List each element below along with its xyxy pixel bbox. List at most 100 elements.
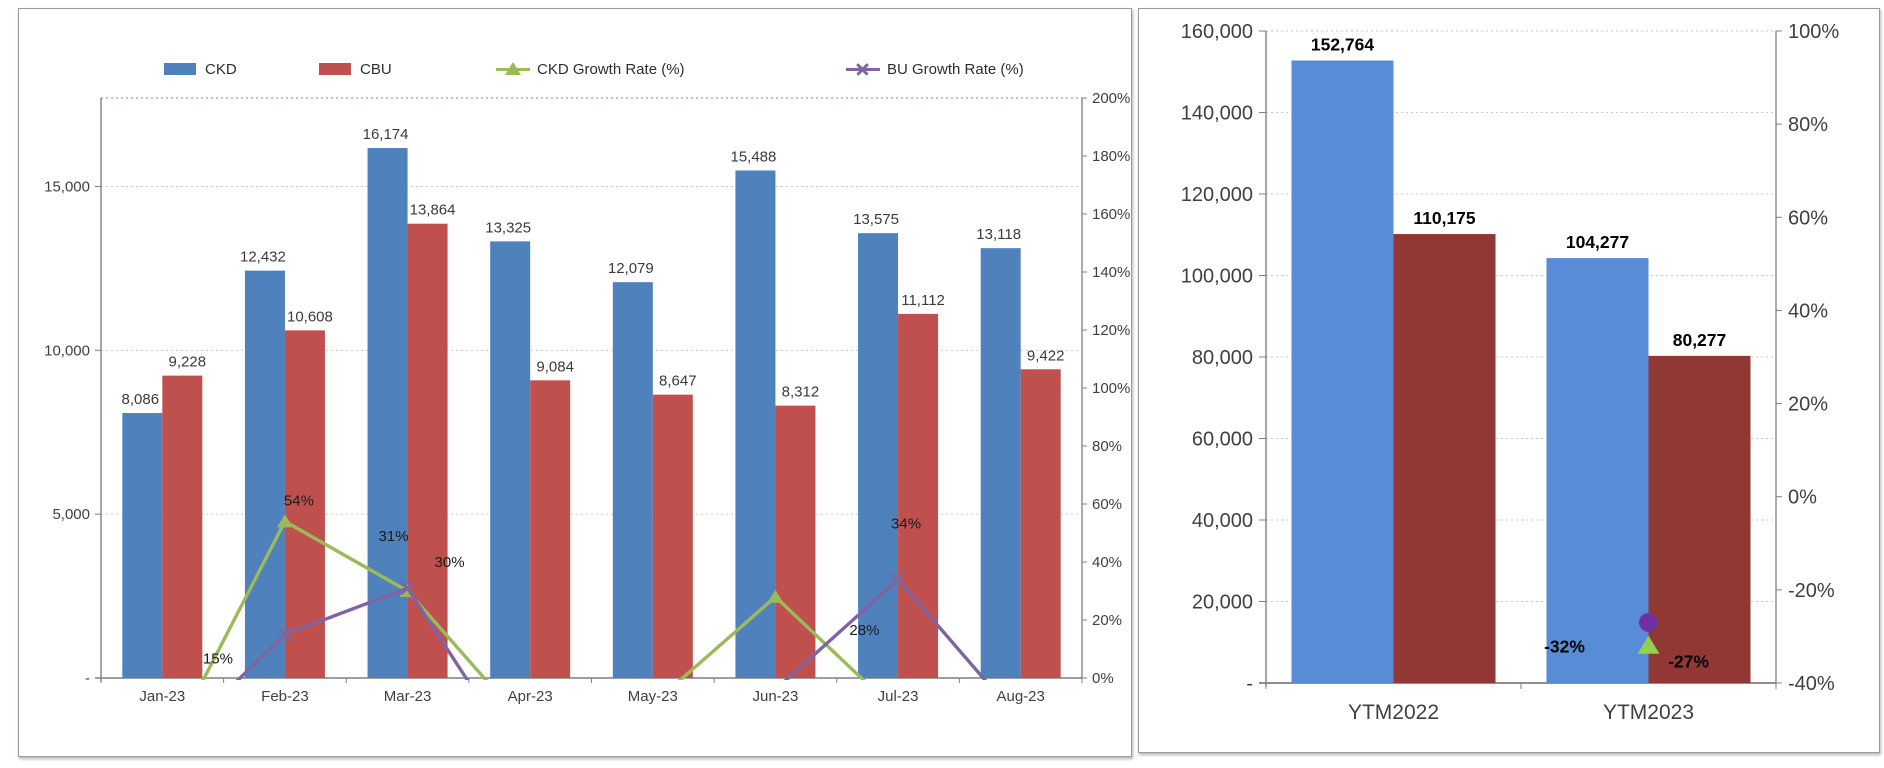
bar-label-ckd-feb-23: 12,432 xyxy=(240,249,286,266)
bar-label-cbu-ytm2023: 80,277 xyxy=(1673,330,1727,350)
bar-label-cbu-jun-23: 8,312 xyxy=(782,384,820,401)
growth-label--32-: -32% xyxy=(1544,637,1585,657)
secondary-axis-tick-label: 80% xyxy=(1788,114,1828,136)
bar-cbu-ytm2022 xyxy=(1393,234,1496,684)
ytd-comparison-chart: - 20,000 40,000 60,000 80,000 100,000 120,000 1… xyxy=(1181,21,1840,724)
bar-cbu-aug-23 xyxy=(1020,369,1061,678)
x-axis-label-jul-23: Jul-23 xyxy=(878,688,919,705)
bar-label-cbu-ytm2022: 110,175 xyxy=(1413,208,1476,228)
line-bu-growth-rate- xyxy=(235,577,988,680)
y-axis-tick-label: 10,000 xyxy=(44,342,90,359)
bar-cbu-jan-23 xyxy=(162,375,203,678)
bar-cbu-ytm2023 xyxy=(1648,355,1751,683)
secondary-axis-tick-label: 160% xyxy=(1092,206,1130,223)
bar-cbu-may-23 xyxy=(652,394,693,678)
x-axis-label-may-23: May-23 xyxy=(628,688,678,705)
ckd-bar-swatch-icon xyxy=(164,63,196,75)
y-axis-tick-label: 160,000 xyxy=(1181,21,1253,43)
bar-label-ckd-may-23: 12,079 xyxy=(608,260,654,277)
secondary-axis-tick-label: -20% xyxy=(1788,580,1835,602)
secondary-axis-tick-label: 100% xyxy=(1788,21,1839,43)
bar-cbu-mar-23 xyxy=(407,223,448,678)
bar-label-ckd-mar-23: 16,174 xyxy=(363,126,409,143)
bar-label-ckd-jun-23: 15,488 xyxy=(730,148,776,165)
x-axis-label-apr-23: Apr-23 xyxy=(508,688,553,705)
monthly-combo-chart-panel: CKD CBU CKD Growth Rate (%) BU Growth Ra… xyxy=(18,8,1132,757)
bar-label-cbu-feb-23: 10,608 xyxy=(287,308,333,325)
legend-cbu-swatch-icon xyxy=(319,60,353,78)
bar-label-ckd-ytm2023: 104,277 xyxy=(1566,232,1629,252)
bar-ckd-mar-23 xyxy=(367,148,408,678)
x-marker-icon xyxy=(856,63,869,76)
secondary-axis-tick-label: 20% xyxy=(1092,612,1122,629)
growth-triangle-marker xyxy=(1637,635,1660,654)
secondary-axis-tick-label: 60% xyxy=(1092,496,1122,513)
legend-label-cbu: CBU xyxy=(360,60,392,78)
chart-legend: CKD CBU CKD Growth Rate (%) BU Growth Ra… xyxy=(19,59,1131,81)
bar-label-cbu-may-23: 8,647 xyxy=(659,373,697,390)
y-axis-tick-label: 100,000 xyxy=(1181,266,1253,288)
bar-cbu-apr-23 xyxy=(530,380,571,678)
x-axis-label-aug-23: Aug-23 xyxy=(997,688,1045,705)
legend-item-ckd: CKD xyxy=(164,59,237,79)
growth-label-bu-growth-rate--mar-23: 31% xyxy=(379,528,409,545)
growth-label-ckd-growth-rate--mar-23: 30% xyxy=(435,554,465,571)
legend-bu-growth-swatch-icon xyxy=(846,60,880,78)
y-axis-tick-label: 60,000 xyxy=(1192,429,1253,451)
legend-label-bu-growth: BU Growth Rate (%) xyxy=(887,60,1024,78)
monthly-combo-chart: - 5,000 10,000 15,000 0% 20% 40% 60% 80% 100% 120%… xyxy=(44,90,1130,705)
secondary-axis-tick-label: 40% xyxy=(1092,554,1122,571)
x-marker-mar-23 xyxy=(400,581,415,596)
y-axis-tick-label: 80,000 xyxy=(1192,347,1253,369)
bar-ckd-jan-23 xyxy=(122,413,163,678)
growth-label-bu-growth-rate--feb-23: 15% xyxy=(203,651,233,668)
y-axis-tick-label: 15,000 xyxy=(44,178,90,195)
secondary-axis-tick-label: 40% xyxy=(1788,300,1828,322)
secondary-axis-tick-label: -40% xyxy=(1788,673,1835,695)
bar-cbu-jun-23 xyxy=(775,405,816,678)
legend-label-ckd: CKD xyxy=(205,60,237,78)
triangle-marker-feb-23 xyxy=(276,514,293,528)
bar-ckd-apr-23 xyxy=(490,241,531,679)
secondary-axis-tick-label: 100% xyxy=(1092,380,1130,397)
bar-ckd-jun-23 xyxy=(735,170,776,678)
x-marker-jul-23 xyxy=(891,572,905,587)
bar-label-cbu-aug-23: 9,422 xyxy=(1027,347,1065,364)
triangle-marker-icon xyxy=(505,62,521,75)
x-axis-label-ytm2022: YTM2022 xyxy=(1348,701,1439,724)
bar-label-cbu-mar-23: 13,864 xyxy=(410,202,456,219)
bar-label-cbu-jul-23: 11,112 xyxy=(901,292,945,309)
legend-ckd-growth-swatch-icon xyxy=(496,60,530,78)
bar-ckd-may-23 xyxy=(612,282,653,678)
secondary-axis-tick-label: 140% xyxy=(1092,264,1130,281)
bar-ckd-jul-23 xyxy=(858,233,899,678)
bar-label-ckd-apr-23: 13,325 xyxy=(485,219,531,236)
bar-ckd-feb-23 xyxy=(244,270,285,678)
secondary-axis-tick-label: 180% xyxy=(1092,148,1130,165)
ytd-comparison-chart-panel: - 20,000 40,000 60,000 80,000 100,000 120,000 1… xyxy=(1138,8,1880,753)
y-axis-tick-label: 5,000 xyxy=(52,506,90,523)
y-axis-tick-label: 140,000 xyxy=(1181,103,1253,125)
secondary-axis-tick-label: 120% xyxy=(1092,322,1130,339)
legend-label-ckd-growth: CKD Growth Rate (%) xyxy=(537,60,685,78)
growth-label-ckd-growth-rate--feb-23: 54% xyxy=(284,492,314,509)
x-marker-feb-23 xyxy=(278,627,292,642)
secondary-axis-tick-label: 200% xyxy=(1092,90,1130,107)
growth-label-bu-growth-rate--jul-23: 34% xyxy=(891,515,921,532)
bar-cbu-feb-23 xyxy=(284,330,325,678)
x-axis-label-jun-23: Jun-23 xyxy=(753,688,799,705)
bar-label-ckd-jul-23: 13,575 xyxy=(853,211,899,228)
bar-cbu-jul-23 xyxy=(898,313,939,678)
secondary-axis-tick-label: 60% xyxy=(1788,207,1828,229)
cbu-bar-swatch-icon xyxy=(319,63,351,75)
growth-label-ckd-growth-rate--jun-23: 28% xyxy=(849,622,879,639)
bar-ckd-ytm2023 xyxy=(1546,258,1649,683)
y-axis-tick-label: 20,000 xyxy=(1192,592,1253,614)
bar-ckd-ytm2022 xyxy=(1291,60,1394,684)
x-axis-label-feb-23: Feb-23 xyxy=(261,688,309,705)
line-ckd-growth-rate- xyxy=(201,519,866,680)
legend-item-bu-growth: BU Growth Rate (%) xyxy=(846,59,1024,79)
legend-item-cbu: CBU xyxy=(319,59,392,79)
triangle-marker-jun-23 xyxy=(767,589,784,603)
